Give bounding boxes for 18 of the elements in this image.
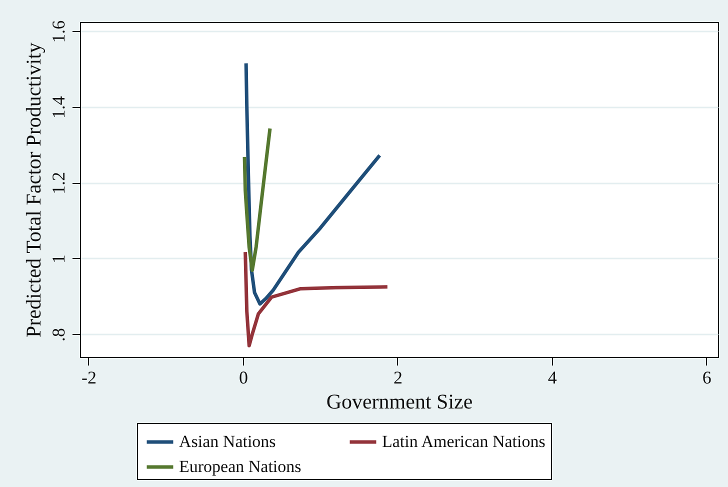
y-axis-title: Predicted Total Factor Productivity bbox=[22, 42, 46, 338]
x-tick-label: 4 bbox=[548, 368, 557, 388]
legend-label: Latin American Nations bbox=[382, 432, 546, 451]
legend-label: European Nations bbox=[179, 457, 302, 476]
y-tick-label: 1.2 bbox=[48, 172, 68, 194]
y-tick-label: 1.4 bbox=[48, 96, 68, 119]
line-series bbox=[244, 62, 382, 306]
y-tick-label: 1.6 bbox=[48, 20, 68, 43]
line-series bbox=[242, 126, 272, 272]
x-axis-title: Government Size bbox=[326, 390, 473, 414]
line-series bbox=[244, 250, 390, 348]
x-tick-label: 0 bbox=[238, 368, 248, 388]
x-tick-label: -2 bbox=[81, 368, 96, 388]
x-tick-label: 2 bbox=[393, 368, 402, 388]
x-tick-label: 6 bbox=[702, 368, 712, 388]
y-tick-label: .8 bbox=[48, 328, 68, 342]
legend-label: Asian Nations bbox=[179, 432, 276, 451]
y-tick-label: 1 bbox=[48, 254, 68, 264]
